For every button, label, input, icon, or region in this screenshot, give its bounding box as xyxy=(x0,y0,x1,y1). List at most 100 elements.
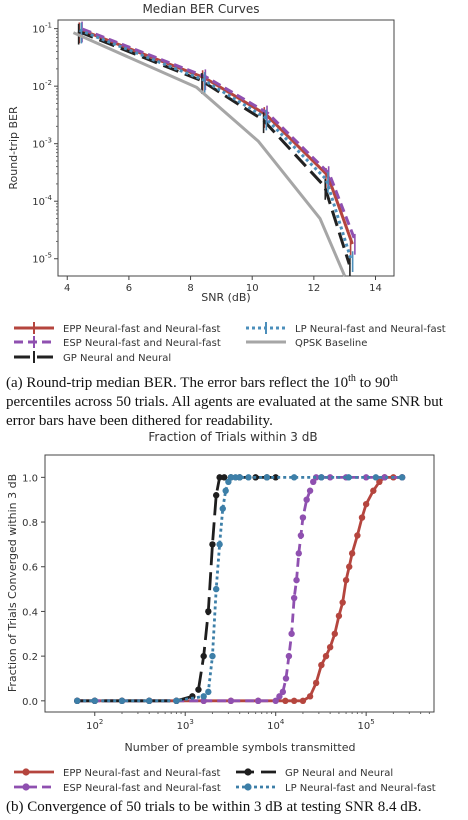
convergence-point xyxy=(362,474,370,481)
convergence-legend: EPP Neural-fast and Neural-fast ESP Neura… xyxy=(14,768,436,794)
convergence-point xyxy=(297,532,305,539)
ber-legend-label: LP Neural-fast and Neural-fast xyxy=(295,324,446,335)
ber-y-tick-label: 10-4 xyxy=(32,194,52,208)
caption-a-text-2: to 90 xyxy=(355,375,391,391)
convergence-point xyxy=(272,474,279,481)
convergence-y-tick-label: 0.0 xyxy=(22,697,38,708)
convergence-point xyxy=(216,541,223,548)
ber-chart: Median BER Curves 4 6 8 10 12 14 10-110-210-3… xyxy=(7,2,446,364)
ber-y-tick-label: 10-3 xyxy=(32,137,52,151)
convergence-point xyxy=(318,474,325,481)
convergence-point xyxy=(74,697,81,705)
convergence-point xyxy=(212,492,220,499)
ber-y-tick-label-base: 10 xyxy=(32,197,45,208)
convergence-point xyxy=(326,643,334,651)
ber-y-tick-label-exp: -4 xyxy=(45,194,53,202)
convergence-point xyxy=(236,474,243,481)
convergence-point xyxy=(173,697,180,705)
convergence-point xyxy=(282,697,289,705)
convergence-point xyxy=(245,474,252,481)
convergence-legend-label: ESP Neural-fast and Neural-fast xyxy=(63,783,221,794)
convergence-point xyxy=(342,576,350,584)
convergence-legend-label: LP Neural-fast and Neural-fast xyxy=(285,783,436,794)
convergence-series-line-1 xyxy=(77,475,403,703)
ber-x-ticks: 4 6 8 10 12 14 xyxy=(64,276,382,294)
ber-x-axis-label: SNR (dB) xyxy=(201,291,250,304)
convergence-point xyxy=(205,608,212,615)
convergence-point xyxy=(219,505,226,512)
ber-y-tick-label-exp: -1 xyxy=(45,22,52,30)
caption-b: (b) Convergence of 50 trials to be withi… xyxy=(6,799,422,815)
ber-y-tick-label: 10-2 xyxy=(32,79,52,93)
convergence-point xyxy=(358,514,366,521)
ber-y-tick-label-exp: -5 xyxy=(45,252,52,260)
ber-x-tick-label: 14 xyxy=(369,283,382,294)
ber-x-tick-label: 8 xyxy=(187,283,193,294)
ber-x-tick-label: 6 xyxy=(126,283,132,294)
ber-series xyxy=(72,21,357,277)
convergence-series xyxy=(74,474,406,705)
ber-series-line-2 xyxy=(77,29,351,265)
convergence-point xyxy=(282,675,290,682)
convergence-point xyxy=(335,612,343,620)
convergence-point xyxy=(318,661,325,669)
convergence-point xyxy=(306,487,314,494)
caption-a-text-3: percentiles across 50 trials. All agents… xyxy=(6,394,443,429)
convergence-point xyxy=(205,688,212,696)
convergence-y-tick-label: 1.0 xyxy=(22,473,38,484)
convergence-point xyxy=(322,652,330,660)
convergence-point xyxy=(91,697,98,705)
ber-y-ticks: 10-110-210-310-410-5 xyxy=(32,22,58,266)
ber-series-line-4 xyxy=(72,31,347,277)
convergence-plot-frame xyxy=(44,454,435,713)
convergence-x-tick-label-base: 10 xyxy=(358,721,371,732)
convergence-point xyxy=(222,487,229,494)
ber-legend-label: GP Neural and Neural xyxy=(63,353,171,364)
ber-y-tick-label-base: 10 xyxy=(32,82,45,93)
convergence-legend-marker xyxy=(244,783,252,791)
convergence-y-tick-label: 0.8 xyxy=(22,518,38,529)
convergence-point xyxy=(331,630,338,637)
convergence-x-tick-label-exp: 4 xyxy=(280,718,285,726)
convergence-x-ticks: 102 103 104 105 xyxy=(86,712,430,732)
convergence-x-tick-label: 102 xyxy=(86,718,103,732)
convergence-point xyxy=(299,697,307,705)
convergence-x-tick-label: 105 xyxy=(358,718,375,732)
ber-y-tick-label-exp: -2 xyxy=(45,79,52,87)
convergence-legend-marker xyxy=(22,768,30,776)
convergence-y-axis-label: Fraction of Trials Converged within 3 dB xyxy=(6,474,19,692)
ber-x-tick-label: 10 xyxy=(246,283,259,294)
convergence-x-tick-label: 104 xyxy=(267,718,285,732)
convergence-point xyxy=(346,563,353,570)
convergence-point xyxy=(118,697,126,705)
ber-plot-frame xyxy=(57,19,395,277)
convergence-point xyxy=(299,514,307,521)
ber-series-line-3 xyxy=(79,28,353,260)
ber-y-tick-label: 10-5 xyxy=(32,252,52,266)
convergence-point xyxy=(263,474,271,481)
convergence-point xyxy=(216,474,223,481)
convergence-point xyxy=(295,550,302,557)
caption-a-text-1: (a) Round-trip median BER. The error bar… xyxy=(6,375,349,391)
convergence-point xyxy=(290,474,298,481)
ber-y-tick-label: 10-1 xyxy=(32,22,52,36)
convergence-y-tick-label: 0.2 xyxy=(22,652,38,663)
convergence-point xyxy=(354,532,361,539)
convergence-series-line-0 xyxy=(77,475,403,703)
convergence-point xyxy=(372,474,380,481)
convergence-point xyxy=(339,599,346,606)
convergence-point xyxy=(312,679,320,687)
convergence-point xyxy=(221,474,228,481)
convergence-legend-marker xyxy=(244,768,252,776)
convergence-x-axis-label: Number of preamble symbols transmitted xyxy=(125,741,356,754)
caption-a-sup-1: th xyxy=(348,373,356,384)
convergence-point xyxy=(227,474,235,481)
convergence-point xyxy=(272,697,279,705)
ber-chart-title: Median BER Curves xyxy=(142,2,259,16)
ber-legend: EPP Neural-fast and Neural-fast ESP Neura… xyxy=(14,322,446,364)
convergence-point xyxy=(195,686,202,693)
convergence-legend-marker xyxy=(22,783,30,791)
convergence-point xyxy=(254,697,262,705)
convergence-legend-label: EPP Neural-fast and Neural-fast xyxy=(63,768,221,779)
